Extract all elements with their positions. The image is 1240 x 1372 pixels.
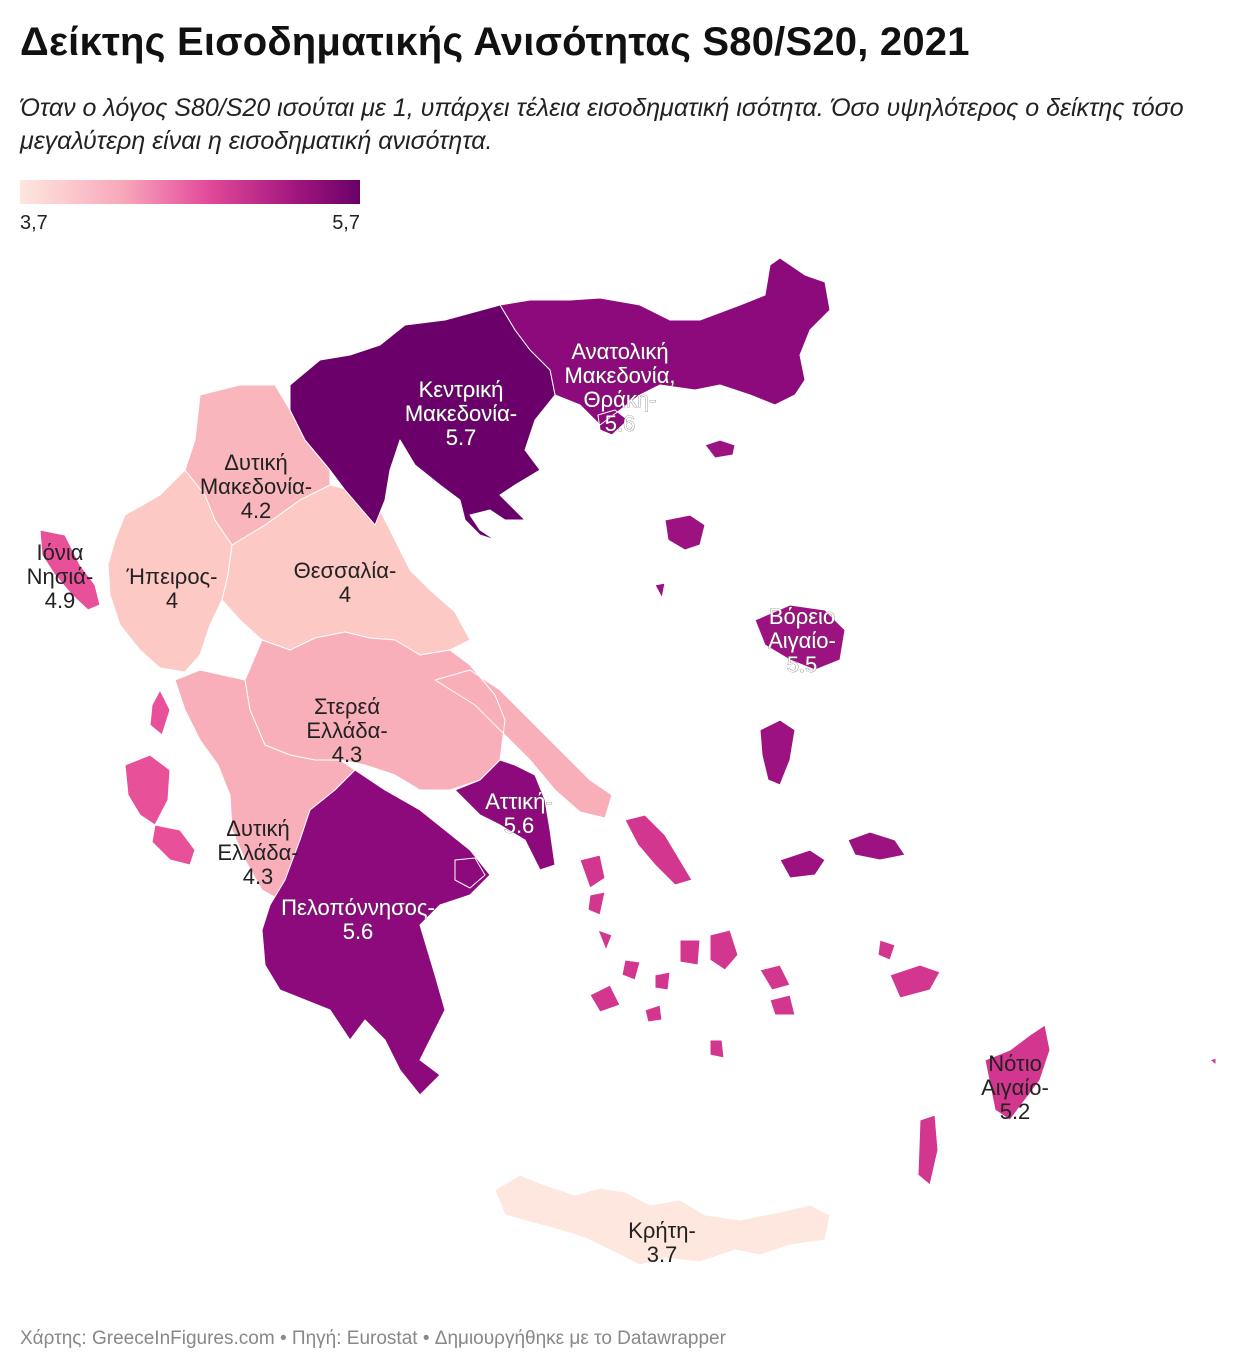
label-line: Μακεδονία- xyxy=(405,401,517,426)
label-line: Θεσσαλία- xyxy=(294,558,397,583)
region-dytiki-makedonia[interactable] xyxy=(184,384,331,546)
region-notio-aigaio[interactable] xyxy=(579,814,1217,1186)
label-line: 5.2 xyxy=(1000,1099,1031,1124)
label-peloponnisos: Πελοπόννησος-5.6 xyxy=(281,895,435,944)
label-line: Μακεδονία, xyxy=(564,363,675,388)
label-line: Αιγαίο- xyxy=(768,628,836,653)
label-ipeiros: Ήπειρος-4 xyxy=(126,564,218,613)
label-line: Κρήτη- xyxy=(628,1218,696,1243)
label-line: 5.6 xyxy=(504,813,535,838)
label-line: Αιγαίο- xyxy=(981,1075,1049,1100)
label-line: 4.9 xyxy=(45,588,76,613)
label-line: 4.3 xyxy=(332,742,363,767)
region-anatoliki-makedonia-thraki[interactable] xyxy=(499,257,831,436)
label-line: Πελοπόννησος- xyxy=(281,895,435,920)
label-line: Δυτική xyxy=(224,450,288,475)
label-dytiki-makedonia: Δυτική Μακεδονία-4.2 xyxy=(200,450,312,523)
region-kentriki-makedonia[interactable] xyxy=(289,304,556,541)
label-line: Στερεά xyxy=(314,694,380,719)
label-line: 5.5 xyxy=(787,652,818,677)
label-line: 4 xyxy=(339,582,351,607)
chart-title: Δείκτης Εισοδηματικής Ανισότητας S80/S20… xyxy=(20,20,970,64)
region-attiki[interactable] xyxy=(454,759,556,889)
label-line: Κεντρική xyxy=(419,377,504,402)
label-dytiki-ellada: Δυτική Ελλάδα-4.3 xyxy=(217,816,298,889)
label-line: Νησιά- xyxy=(27,564,94,589)
region-voreio-aigaio[interactable] xyxy=(654,439,906,879)
label-line: 3.7 xyxy=(647,1242,678,1267)
label-line: Δυτική xyxy=(226,816,290,841)
label-ionia-nisia: Ιόνια Νησιά-4.9 xyxy=(27,540,94,613)
legend-max-label: 5,7 xyxy=(332,212,360,234)
region-kriti[interactable] xyxy=(494,1174,831,1266)
label-line: Ιόνια xyxy=(37,540,84,565)
label-sterea-ellada: Στερεά Ελλάδα-4.3 xyxy=(306,694,387,767)
label-line: 4.2 xyxy=(241,498,272,523)
label-line: Νότιο xyxy=(988,1051,1042,1076)
label-line: Ελλάδα- xyxy=(217,840,298,865)
label-line: 4.3 xyxy=(243,864,274,889)
region-labels: Κρήτη-3.7 Ήπειρος-4 Θεσσαλία-4 Δυτική Μακ… xyxy=(27,339,1049,1267)
region-peloponnisos[interactable] xyxy=(261,769,491,1096)
source-footer: Χάρτης: GreeceInFigures.com • Πηγή: Euro… xyxy=(20,1328,726,1349)
label-kentriki-makedonia: Κεντρική Μακεδονία-5.7 xyxy=(405,377,517,450)
label-line: 4 xyxy=(166,588,178,613)
label-thessalia: Θεσσαλία-4 xyxy=(294,558,397,607)
label-anatoliki-makedonia-thraki: Ανατολική Μακεδονία, Θράκη-5.6 xyxy=(564,339,675,436)
region-ionia-nisia[interactable] xyxy=(39,529,196,866)
color-legend-bar xyxy=(20,180,360,204)
label-line: 5.6 xyxy=(605,411,636,436)
label-kriti: Κρήτη-3.7 xyxy=(628,1218,696,1267)
label-line: Μακεδονία- xyxy=(200,474,312,499)
label-voreio-aigaio: Βόρειο Αιγαίο-5.5 xyxy=(768,604,836,677)
label-line: Ήπειρος- xyxy=(126,564,218,589)
chart-subtitle: Όταν ο λόγος S80/S20 ισούται με 1, υπάρχ… xyxy=(20,94,1184,155)
label-line: Θράκη- xyxy=(584,387,657,412)
label-attiki: Αττική-5.6 xyxy=(485,789,553,838)
label-line: 5.6 xyxy=(343,919,374,944)
label-line: 5.7 xyxy=(446,425,477,450)
label-line: Ελλάδα- xyxy=(306,718,387,743)
label-line: Ανατολική xyxy=(571,339,668,364)
label-notio-aigaio: Νότιο Αιγαίο-5.2 xyxy=(981,1051,1049,1124)
label-line: Βόρειο xyxy=(769,604,835,629)
label-line: Αττική- xyxy=(485,789,553,814)
legend-min-label: 3,7 xyxy=(20,212,48,234)
